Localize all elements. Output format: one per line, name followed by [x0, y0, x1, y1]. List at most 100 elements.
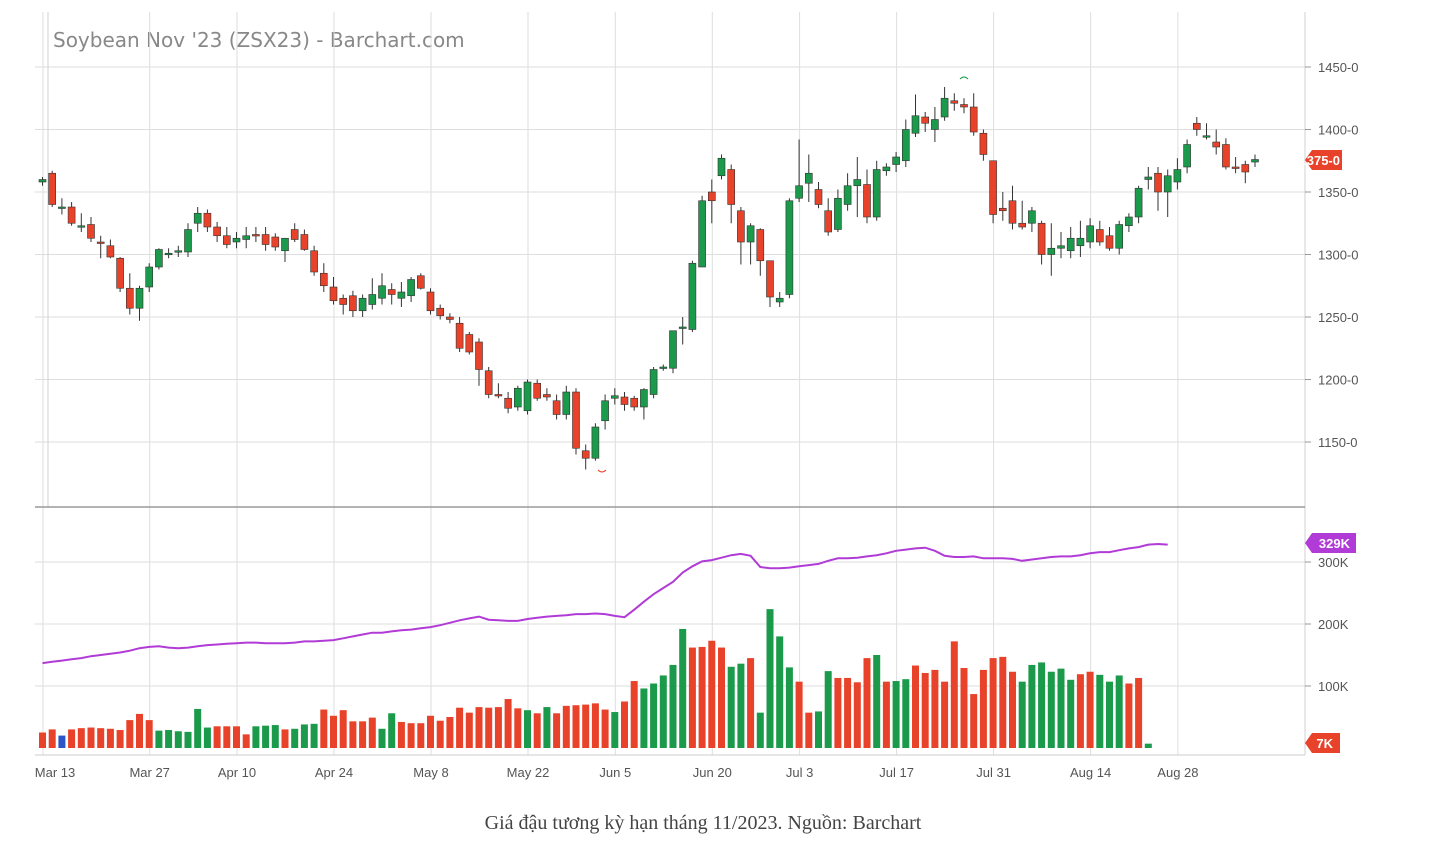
volume-bar	[1144, 743, 1152, 748]
candle-body	[669, 330, 677, 369]
volume-bar	[785, 667, 793, 748]
candle-body	[581, 450, 590, 459]
volume-bar	[572, 705, 580, 748]
volume-bar	[1047, 671, 1055, 748]
volume-bars	[39, 609, 1152, 748]
candle-body	[853, 179, 862, 187]
volume-bar	[155, 730, 163, 748]
date-tick-label: Jun 5	[599, 765, 631, 780]
candle-body	[785, 200, 794, 295]
candle-body	[261, 234, 270, 245]
volume-moving-average-line	[42, 542, 1168, 665]
volume-bar	[165, 730, 173, 748]
volume-bar	[116, 730, 124, 748]
date-tick-label: Jul 17	[879, 765, 914, 780]
volume-bar	[582, 704, 590, 748]
volume-bar	[330, 715, 337, 748]
candle-body	[678, 326, 687, 329]
volume-bar	[1028, 664, 1036, 748]
volume-bar	[679, 628, 687, 748]
volume-bar	[136, 713, 143, 748]
volume-bar	[795, 681, 803, 748]
date-tick-label: Apr 10	[218, 765, 256, 780]
volume-bar	[776, 636, 784, 748]
candle-body	[737, 210, 745, 243]
volume-bar	[834, 677, 842, 748]
candle-body	[300, 234, 309, 250]
volume-bar	[960, 668, 968, 748]
volume-bar	[1135, 677, 1143, 748]
candle-body	[1105, 235, 1114, 249]
candle-body	[1231, 166, 1240, 169]
price-axis-ticks: 1450-0 1400-0 1350-0 1300-0 1250-0 1200-0 1150…	[1305, 60, 1358, 450]
candle-body	[591, 426, 600, 459]
candle-body	[368, 294, 377, 305]
candle-body	[688, 262, 697, 330]
volume-bar	[979, 669, 987, 748]
volume-bar	[378, 728, 386, 748]
volume-bar	[417, 723, 425, 748]
last-volume-label: 7K	[1316, 736, 1333, 751]
candle-body	[48, 172, 57, 205]
volume-bar	[912, 665, 919, 748]
last-price-label: 1375-0	[1300, 153, 1340, 168]
volume-bar	[242, 734, 250, 748]
candle-body	[698, 200, 706, 268]
volume-bar	[213, 726, 221, 748]
price-tick-label: 1200-0	[1318, 373, 1358, 388]
volume-bar	[727, 666, 735, 748]
volume-bar	[892, 681, 900, 748]
candle-body	[193, 212, 202, 224]
candle-body	[349, 295, 357, 312]
candle-body	[504, 397, 512, 409]
candle-body	[1202, 135, 1211, 138]
volume-bar	[39, 732, 46, 748]
volume-bar	[1009, 671, 1016, 748]
volume-bar	[300, 724, 308, 748]
volume-bar	[1125, 683, 1133, 748]
candle-body	[494, 394, 503, 397]
date-tick-label: Mar 13	[35, 765, 75, 780]
candle-body	[1018, 222, 1027, 228]
candle-body	[387, 289, 396, 295]
volume-bar	[291, 728, 299, 748]
candle-body	[1115, 224, 1123, 249]
volume-bar	[640, 688, 648, 748]
candle-body	[843, 185, 852, 205]
candle-body	[1086, 225, 1094, 243]
volume-ma-label: 329K	[1319, 536, 1351, 551]
volume-bar	[48, 729, 56, 748]
candle-body	[310, 250, 318, 273]
candle-body	[1212, 141, 1220, 148]
volume-bar	[718, 647, 725, 748]
candle-body	[882, 166, 891, 172]
candle-body	[1057, 245, 1065, 249]
volume-bar	[446, 717, 454, 748]
candle-body	[184, 229, 192, 253]
date-tick-label: Jul 3	[786, 765, 813, 780]
price-tick-label: 1400-0	[1318, 123, 1358, 138]
date-tick-label: Jun 20	[693, 765, 732, 780]
volume-bar	[1076, 674, 1084, 748]
volume-bar	[1067, 679, 1075, 748]
volume-bar	[882, 681, 890, 748]
candle-body	[67, 206, 76, 224]
candle-body	[775, 297, 784, 303]
candle-body	[426, 291, 435, 312]
candle-body	[1163, 175, 1172, 193]
candle-body	[766, 260, 774, 298]
volume-bar	[950, 641, 958, 748]
volume-bar	[203, 727, 211, 748]
volume-bar	[524, 710, 531, 748]
candle-body	[950, 100, 959, 104]
candle-body	[513, 387, 522, 408]
date-tick-label: May 22	[507, 765, 550, 780]
candle-body	[135, 287, 144, 309]
volume-bar	[1115, 675, 1123, 748]
volume-bar	[533, 713, 541, 748]
candle-body	[116, 257, 124, 289]
candle-body	[863, 184, 871, 218]
candle-body	[329, 286, 338, 302]
volume-bar	[233, 726, 240, 748]
